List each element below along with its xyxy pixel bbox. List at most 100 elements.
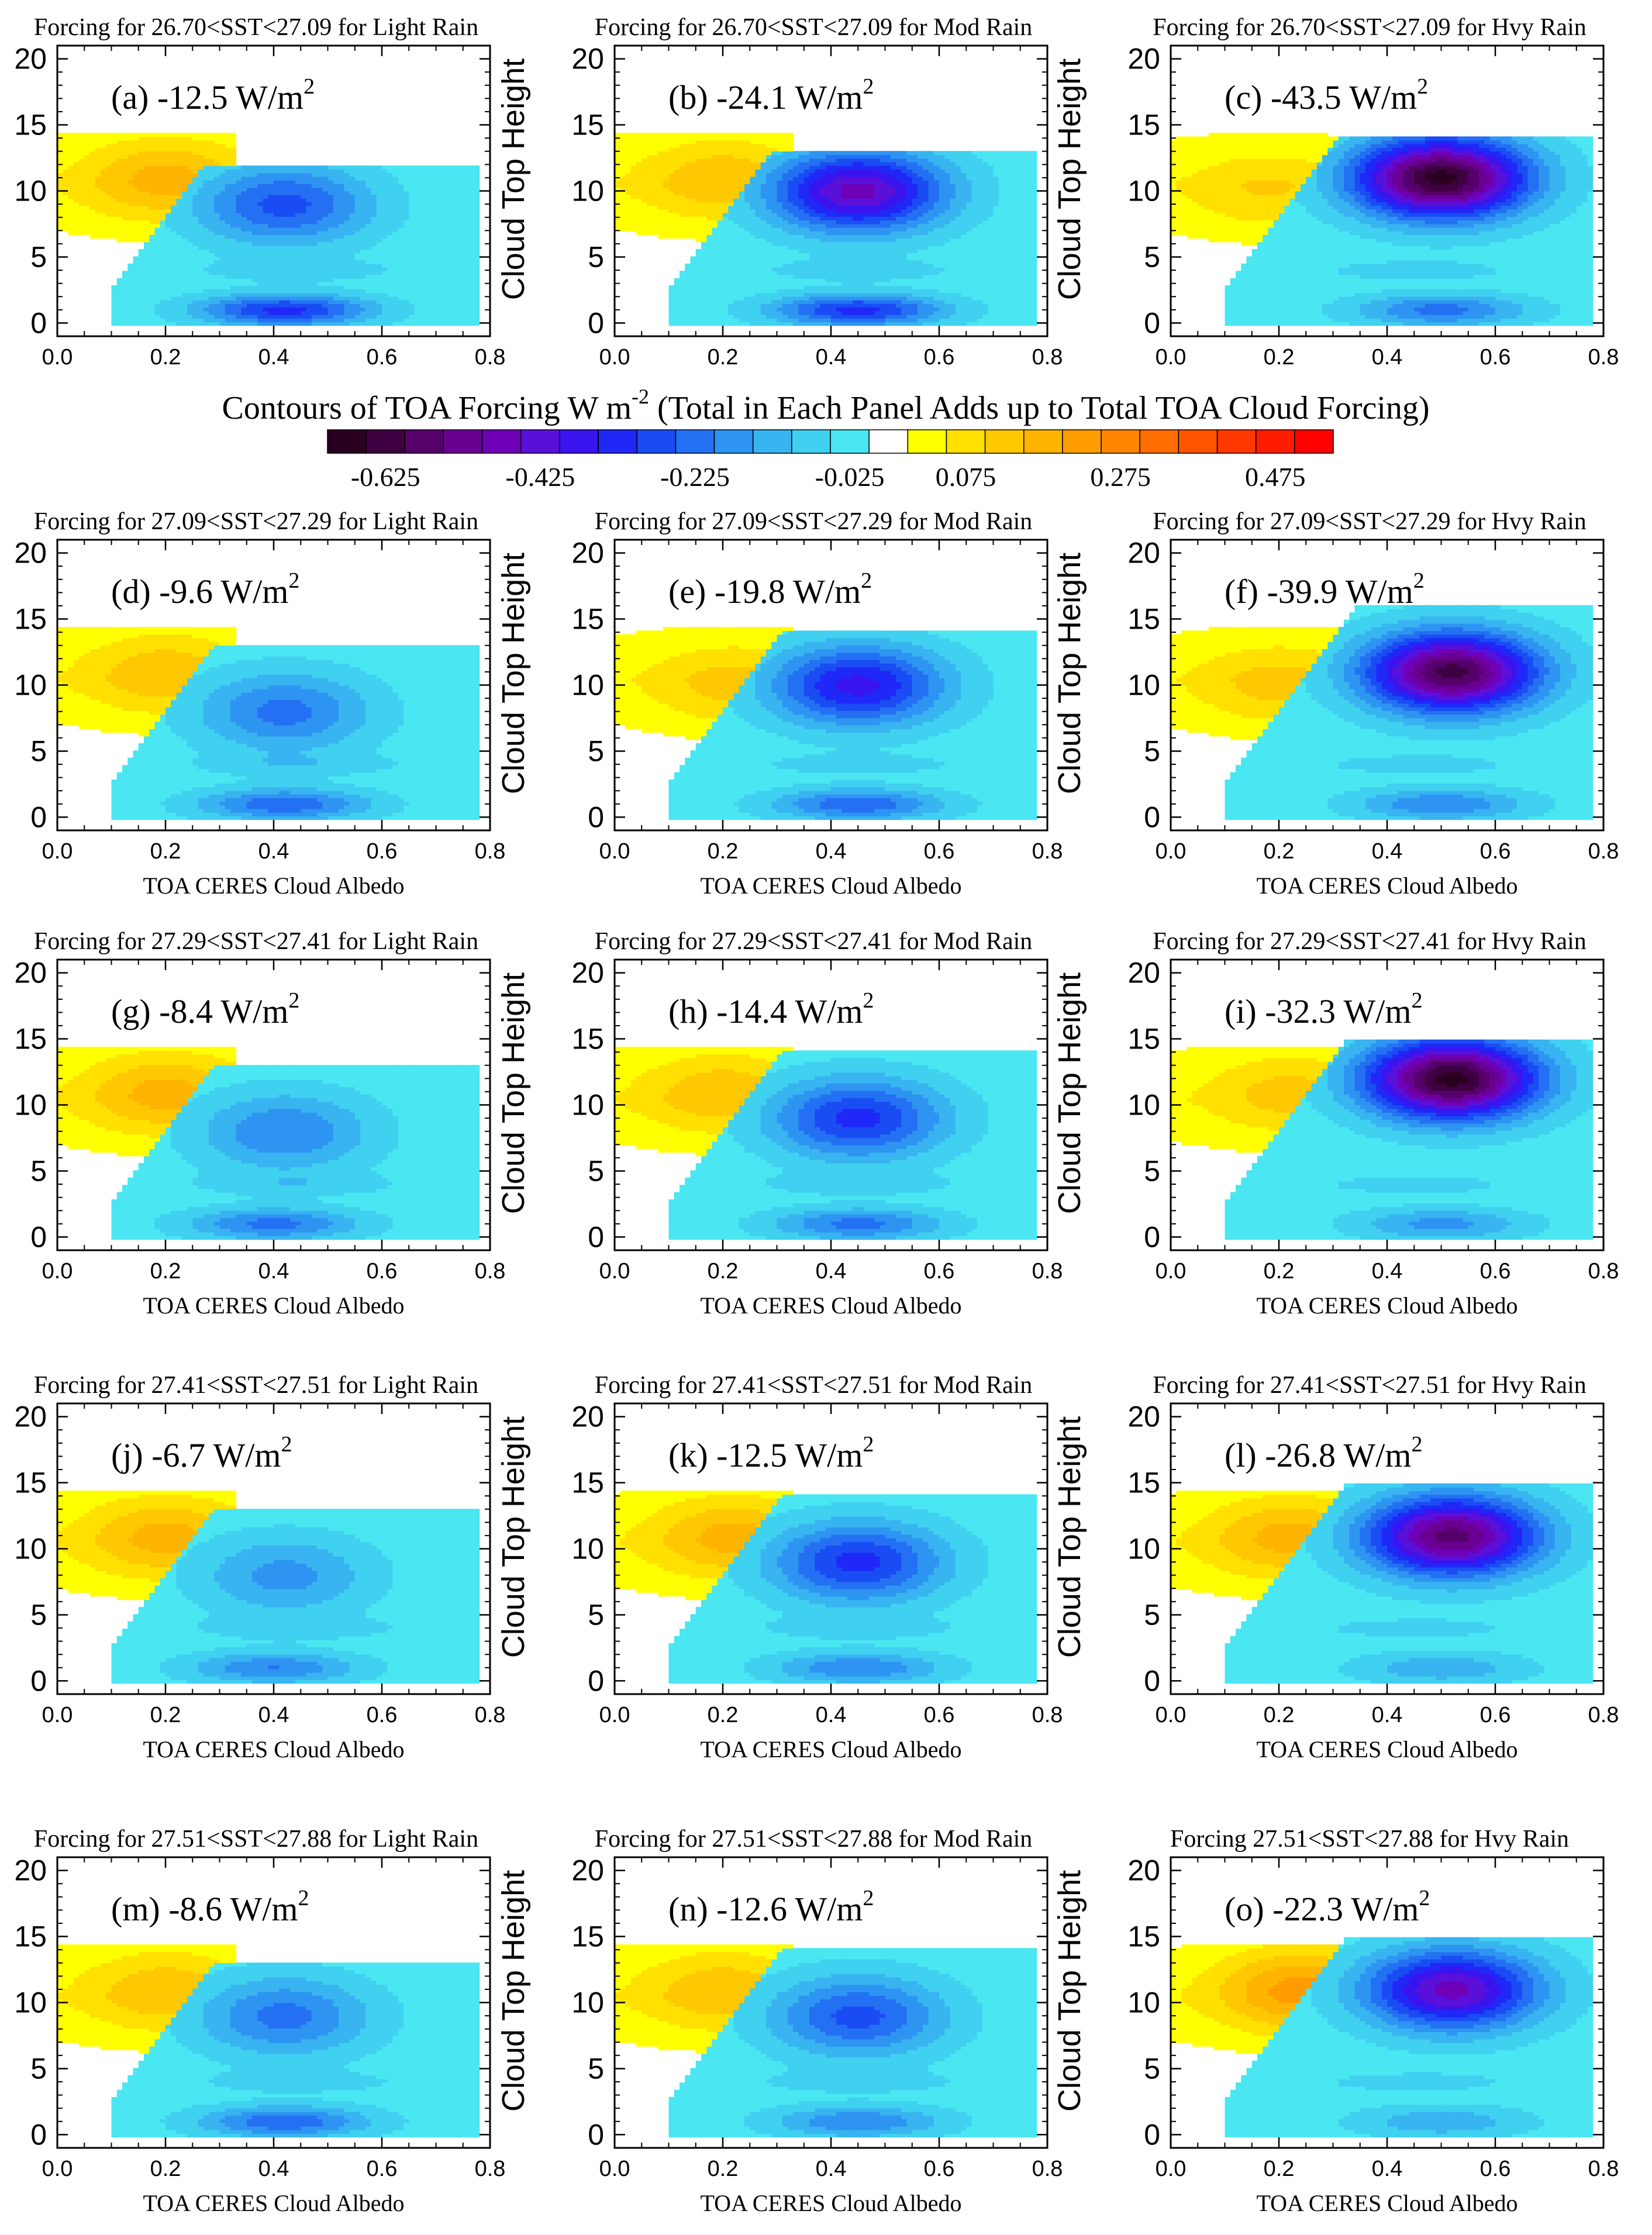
contour-cell <box>425 303 432 308</box>
contour-cell <box>263 209 269 213</box>
contour-cell <box>674 281 680 286</box>
contour-cell <box>252 307 258 312</box>
contour-cell <box>744 274 751 279</box>
contour-cell <box>144 165 150 170</box>
contour-cell <box>468 205 475 210</box>
contour-cell <box>398 238 404 243</box>
contour-cell <box>868 260 875 264</box>
contour-cell <box>793 278 799 282</box>
contour-cell <box>138 198 144 202</box>
contour-cell <box>858 318 864 322</box>
contour-cell <box>744 285 751 290</box>
contour-cell <box>149 227 156 232</box>
contour-cell <box>387 180 394 184</box>
contour-cell <box>241 253 247 257</box>
contour-cell <box>106 136 112 141</box>
contour-cell <box>209 161 215 166</box>
contour-cell <box>809 245 816 250</box>
contour-cell <box>376 260 382 264</box>
contour-cell <box>111 230 118 235</box>
contour-cell <box>841 299 848 304</box>
contour-cell <box>209 289 215 294</box>
contour-cell <box>73 227 80 232</box>
contour-cell <box>950 322 956 326</box>
contour-cell <box>815 278 821 282</box>
contour-cell <box>349 202 356 206</box>
contour-cell <box>918 292 924 297</box>
contour-cell <box>219 311 226 315</box>
contour-cell <box>750 260 756 264</box>
contour-cell <box>950 256 956 261</box>
contour-cell <box>322 299 329 304</box>
contour-cell <box>144 169 150 174</box>
contour-cell <box>236 314 242 319</box>
contour-cell <box>160 169 166 174</box>
contour-cell <box>295 281 302 286</box>
contour-cell <box>230 292 237 297</box>
contour-cell <box>923 263 929 268</box>
contour-cell <box>198 299 204 304</box>
contour-cell <box>847 271 853 275</box>
contour-cell <box>414 205 420 210</box>
contour-cell <box>912 285 918 290</box>
contour-cell <box>853 285 859 290</box>
contour-cell <box>209 212 215 217</box>
contour-cell <box>777 281 783 286</box>
contour-cell <box>95 184 101 188</box>
contour-cell <box>144 198 150 202</box>
contour-cell <box>1020 296 1026 301</box>
contour-cell <box>160 209 166 213</box>
contour-cell <box>376 198 382 202</box>
contour-cell <box>289 191 296 195</box>
contour-cell <box>831 253 837 257</box>
contour-cell <box>219 191 226 195</box>
contour-cell <box>279 191 285 195</box>
contour-cell <box>398 227 404 232</box>
contour-cell <box>241 278 247 282</box>
contour-cell <box>306 245 312 250</box>
contour-cell <box>354 191 361 195</box>
contour-cell <box>181 314 188 319</box>
contour-cell <box>906 263 913 268</box>
contour-cell <box>766 281 772 286</box>
contour-cell <box>733 311 740 315</box>
contour-cell <box>268 169 274 174</box>
contour-cell <box>382 184 388 188</box>
contour-cell <box>198 271 204 275</box>
contour-cell <box>409 285 415 290</box>
contour-cell <box>717 299 723 304</box>
contour-cell <box>403 278 410 282</box>
contour-cell <box>425 191 432 195</box>
contour-cell <box>209 176 215 181</box>
contour-cell <box>101 184 107 188</box>
contour-cell <box>723 307 729 312</box>
contour-cell <box>257 267 264 271</box>
contour-cell <box>468 267 475 271</box>
contour-cell <box>430 278 437 282</box>
contour-cell <box>468 212 475 217</box>
contour-cell <box>836 292 843 297</box>
contour-cell <box>274 303 280 308</box>
contour-cell <box>376 314 382 319</box>
contour-cell <box>257 184 264 188</box>
contour-cell <box>127 191 134 195</box>
contour-cell <box>198 151 204 156</box>
contour-cell <box>176 161 182 166</box>
contour-cell <box>263 267 269 271</box>
contour-cell <box>928 260 934 264</box>
contour-cell <box>982 278 989 282</box>
contour-cell <box>1031 299 1037 304</box>
contour-cell <box>165 296 172 301</box>
contour-cell <box>246 256 253 261</box>
contour-cell <box>982 314 989 319</box>
contour-cell <box>457 322 464 326</box>
contour-cell <box>847 253 853 257</box>
contour-cell <box>122 303 129 308</box>
contour-cell <box>782 274 788 279</box>
contour-cell <box>788 296 794 301</box>
contour-cell <box>744 289 751 294</box>
contour-cell <box>111 307 118 312</box>
contour-cell <box>236 187 242 192</box>
contour-cell <box>782 292 788 297</box>
colorbar-swatch <box>365 429 406 454</box>
